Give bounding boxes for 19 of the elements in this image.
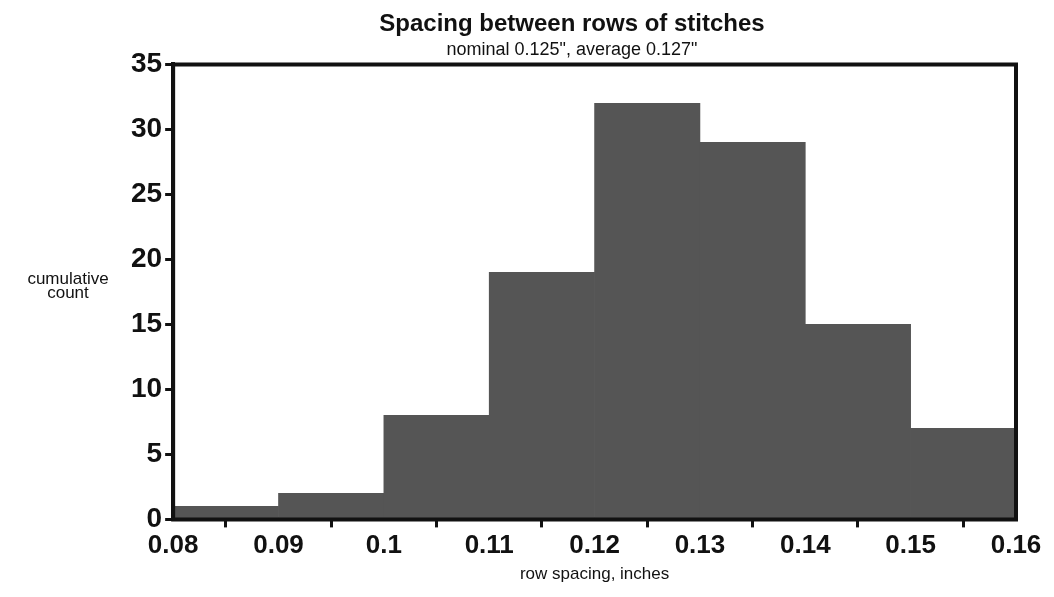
y-axis-title: cumulative count <box>27 268 109 302</box>
y-tick-label: 25 <box>130 177 163 209</box>
x-tick-label: 0.13 <box>674 529 726 560</box>
y-tick-label: 10 <box>130 372 163 404</box>
y-tick-label: 30 <box>130 112 163 144</box>
x-tick-label: 0.11 <box>464 529 514 560</box>
x-axis-title: row spacing, inches <box>519 564 670 584</box>
chart-subtitle: nominal 0.125", average 0.127" <box>446 38 698 59</box>
y-tick-label: 15 <box>130 307 163 339</box>
x-tick-label: 0.16 <box>990 529 1042 560</box>
x-tick-label: 0.12 <box>569 529 620 560</box>
y-tick-label: 5 <box>146 437 163 469</box>
x-tick-label: 0.1 <box>365 529 402 560</box>
y-tick-label: 35 <box>130 47 163 79</box>
x-tick-label: 0.15 <box>885 529 936 560</box>
x-tick-label: 0.14 <box>779 529 832 560</box>
chart-title: Spacing between rows of stitches <box>379 9 765 37</box>
y-tick-label: 20 <box>130 242 163 274</box>
x-tick-label: 0.09 <box>253 529 304 560</box>
